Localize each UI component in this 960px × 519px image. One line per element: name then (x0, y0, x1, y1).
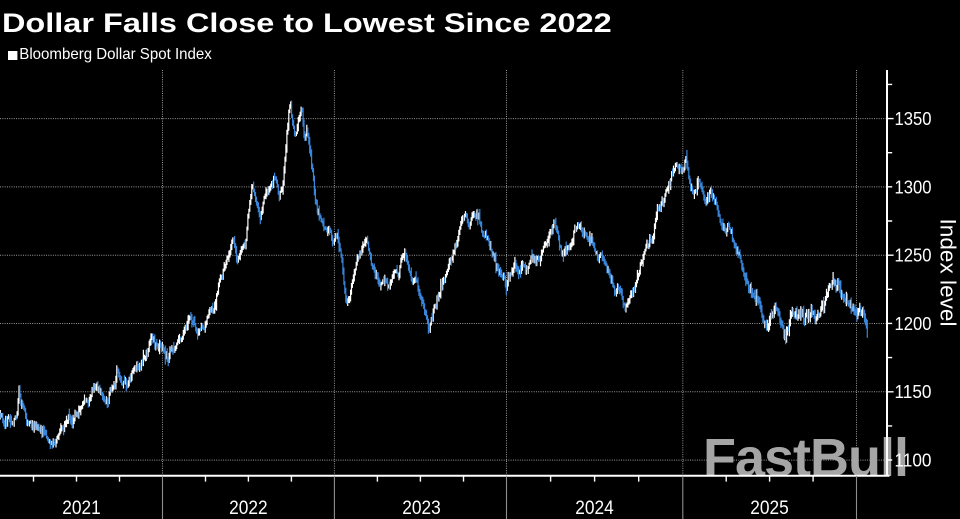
svg-text:1350: 1350 (895, 109, 932, 129)
svg-text:1300: 1300 (895, 177, 932, 197)
svg-text:1200: 1200 (895, 314, 932, 334)
svg-text:2025: 2025 (750, 498, 789, 519)
svg-text:2022: 2022 (229, 498, 268, 519)
svg-text:2021: 2021 (62, 498, 101, 519)
svg-text:2024: 2024 (575, 498, 614, 519)
svg-text:2023: 2023 (402, 498, 441, 519)
svg-text:FastBull: FastBull (703, 428, 908, 488)
svg-text:1150: 1150 (895, 382, 932, 402)
svg-text:Index level: Index level (936, 219, 960, 327)
svg-text:1100: 1100 (895, 451, 932, 471)
svg-text:1250: 1250 (895, 246, 932, 266)
